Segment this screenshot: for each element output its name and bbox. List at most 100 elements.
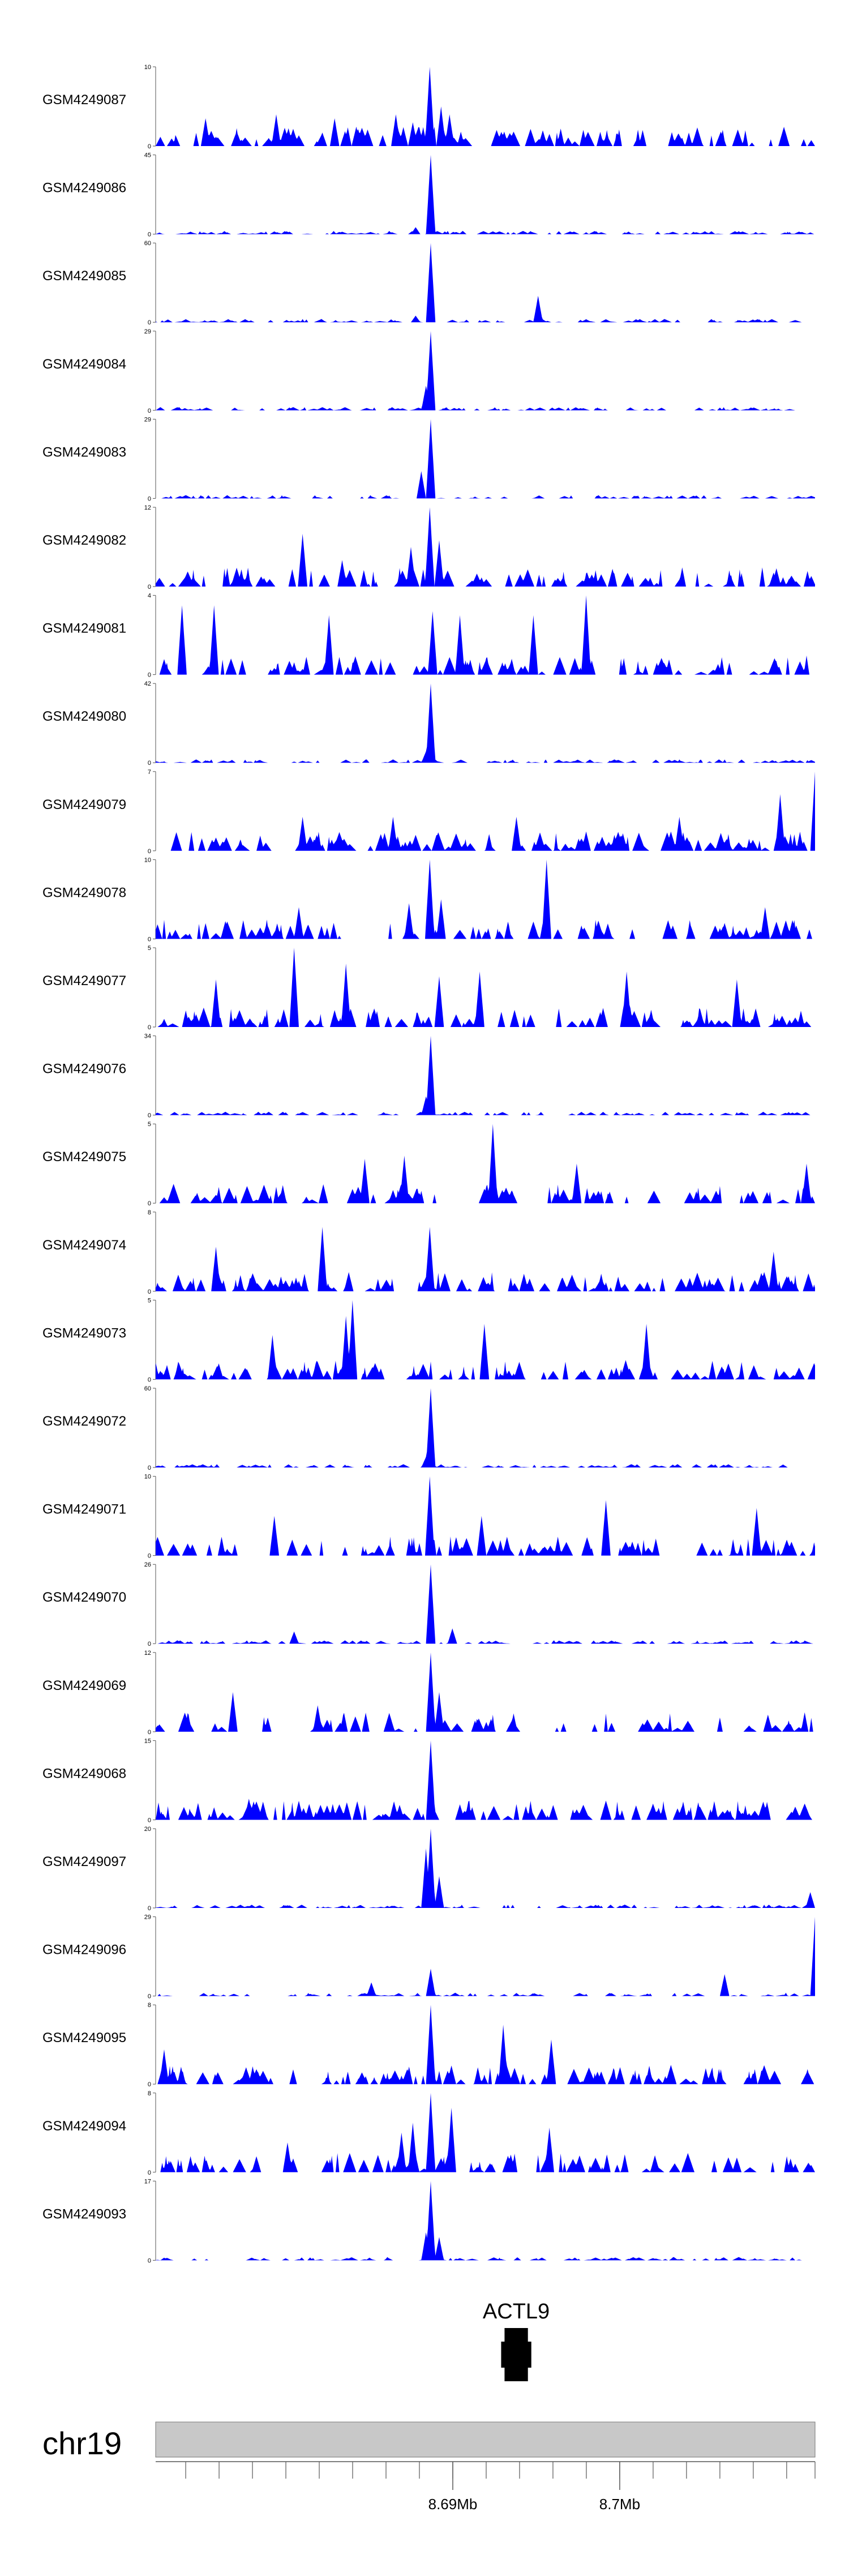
y-axis-min-label: 0 (148, 1553, 151, 1560)
chromosome-ideogram: chr19 (42, 2421, 816, 2461)
track-GSM4249068: GSM4249068 15 0 (42, 1738, 815, 1824)
y-axis-min-label: 0 (148, 672, 151, 679)
y-axis-min-label: 0 (148, 1817, 151, 1824)
coverage-area (156, 1564, 815, 1644)
track-GSM4249077: GSM4249077 5 0 (42, 945, 815, 1031)
y-axis-min-label: 0 (148, 143, 151, 150)
track-GSM4249095: GSM4249095 8 0 (42, 2002, 815, 2088)
track-GSM4249083: GSM4249083 29 0 (42, 416, 815, 502)
coverage-area (156, 67, 815, 146)
track-label: GSM4249075 (42, 1149, 126, 1165)
coverage-area (156, 1227, 815, 1291)
y-axis-max-label: 10 (144, 64, 151, 71)
y-axis-max-label: 29 (144, 1914, 151, 1921)
y-axis-min-label: 0 (148, 1641, 151, 1648)
coverage-area (156, 155, 815, 234)
track-GSM4249071: GSM4249071 10 0 (42, 1474, 815, 1560)
track-label: GSM4249069 (42, 1678, 126, 1693)
track-label: GSM4249087 (42, 92, 126, 108)
track-GSM4249079: GSM4249079 7 0 (42, 769, 815, 855)
gene-glyph-actl9 (501, 2328, 531, 2381)
axis-tick-label: 8.7Mb (599, 2496, 640, 2513)
y-axis-min-label: 0 (148, 1024, 151, 1031)
y-axis-min-label: 0 (148, 760, 151, 767)
y-axis-min-label: 0 (148, 1289, 151, 1295)
track-label: GSM4249076 (42, 1062, 126, 1077)
y-axis-max-label: 5 (148, 1297, 151, 1304)
coverage-area (156, 683, 815, 763)
track-label: GSM4249079 (42, 797, 126, 812)
genome-axis: 8.69Mb 8.7Mb (156, 2461, 816, 2513)
track-GSM4249076: GSM4249076 34 0 (42, 1033, 815, 1119)
track-label: GSM4249086 (42, 181, 126, 196)
track-GSM4249097: GSM4249097 20 0 (42, 1826, 815, 1912)
y-axis-min-label: 0 (148, 1376, 151, 1383)
y-axis-max-label: 12 (144, 1650, 151, 1657)
chromosome-label: chr19 (42, 2425, 122, 2461)
chromosome-band (155, 2421, 816, 2458)
track-label: GSM4249074 (42, 1238, 126, 1253)
coverage-area (156, 1476, 815, 1556)
axis-tick-label: 8.69Mb (428, 2496, 478, 2513)
y-axis-max-label: 10 (144, 1474, 151, 1480)
track-GSM4249087: GSM4249087 10 0 (42, 64, 815, 150)
coverage-area (156, 2181, 815, 2261)
y-axis-max-label: 60 (144, 1385, 151, 1392)
coverage-area (156, 1829, 815, 1908)
coverage-area (156, 2093, 815, 2172)
track-GSM4249082: GSM4249082 12 0 (42, 504, 815, 590)
coverage-area (156, 1740, 815, 1820)
track-label: GSM4249095 (42, 2030, 126, 2046)
track-GSM4249075: GSM4249075 5 0 (42, 1121, 815, 1207)
y-axis-max-label: 29 (144, 416, 151, 423)
track-GSM4249070: GSM4249070 26 0 (42, 1561, 815, 1648)
y-axis-min-label: 0 (148, 1905, 151, 1912)
y-axis-max-label: 60 (144, 240, 151, 247)
gene-exon-cap (501, 2342, 531, 2368)
y-axis-min-label: 0 (148, 495, 151, 502)
track-GSM4249073: GSM4249073 5 0 (42, 1297, 815, 1383)
coverage-tracks: GSM4249087100GSM4249086450GSM4249085600G… (42, 64, 815, 2264)
track-label: GSM4249093 (42, 2206, 126, 2222)
y-axis-max-label: 5 (148, 1121, 151, 1128)
coverage-area (156, 507, 815, 587)
track-GSM4249093: GSM4249093 17 0 (42, 2178, 815, 2264)
coverage-area (156, 771, 815, 851)
track-label: GSM4249077 (42, 973, 126, 989)
y-axis-min-label: 0 (148, 319, 151, 326)
y-axis-max-label: 12 (144, 504, 151, 511)
coverage-area (156, 1035, 815, 1115)
y-axis-max-label: 7 (148, 769, 151, 776)
track-label: GSM4249082 (42, 533, 126, 548)
track-GSM4249074: GSM4249074 8 0 (42, 1209, 815, 1295)
y-axis-min-label: 0 (148, 1993, 151, 2000)
y-axis-min-label: 0 (148, 1465, 151, 1471)
track-GSM4249078: GSM4249078 10 0 (42, 857, 815, 943)
coverage-area (156, 1916, 815, 1996)
y-axis-max-label: 8 (148, 2002, 151, 2009)
coverage-area (156, 2005, 815, 2085)
y-axis-max-label: 10 (144, 857, 151, 863)
track-label: GSM4249080 (42, 709, 126, 724)
y-axis-min-label: 0 (148, 408, 151, 414)
track-GSM4249086: GSM4249086 45 0 (42, 152, 815, 238)
track-label: GSM4249097 (42, 1854, 126, 1869)
y-axis-max-label: 42 (144, 681, 151, 687)
track-label: GSM4249085 (42, 268, 126, 284)
track-label: GSM4249078 (42, 885, 126, 900)
coverage-area (156, 1300, 815, 1380)
y-axis-min-label: 0 (148, 2257, 151, 2264)
track-label: GSM4249083 (42, 444, 126, 460)
track-label: GSM4249071 (42, 1502, 126, 1517)
track-GSM4249094: GSM4249094 8 0 (42, 2090, 815, 2176)
track-label: GSM4249094 (42, 2119, 126, 2134)
coverage-area (156, 243, 815, 323)
y-axis-max-label: 5 (148, 945, 151, 952)
y-axis-max-label: 17 (144, 2178, 151, 2185)
track-GSM4249072: GSM4249072 60 0 (42, 1385, 815, 1471)
coverage-area (156, 419, 815, 499)
coverage-area (156, 1652, 815, 1732)
track-label: GSM4249068 (42, 1766, 126, 1781)
y-axis-min-label: 0 (148, 232, 151, 238)
y-axis-max-label: 26 (144, 1561, 151, 1568)
